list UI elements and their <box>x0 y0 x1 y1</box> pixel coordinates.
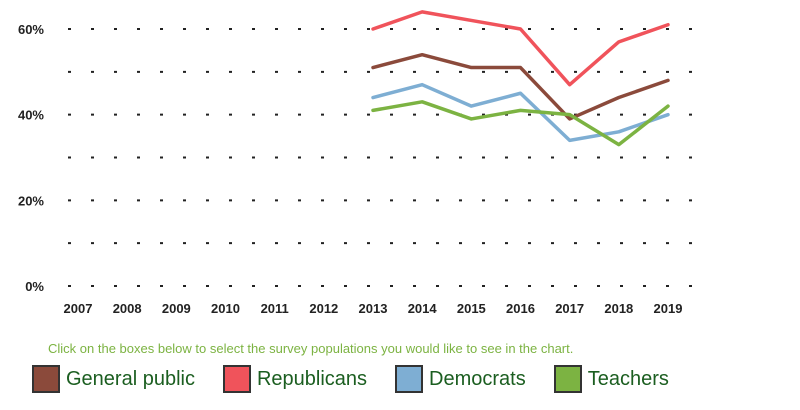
x-tick-label: 2010 <box>211 301 240 316</box>
series-line-republicans <box>371 10 670 87</box>
x-tick-label: 2014 <box>408 301 438 316</box>
legend-item-teachers[interactable]: Teachers <box>553 365 669 393</box>
x-tick-label: 2008 <box>113 301 142 316</box>
x-tick-label: 2015 <box>457 301 486 316</box>
legend-label-republicans: Republicans <box>256 367 368 390</box>
x-tick-label: 2019 <box>654 301 683 316</box>
x-tick-label: 2018 <box>604 301 633 316</box>
x-tick-label: 2017 <box>555 301 584 316</box>
instruction-text: Click on the boxes below to select the s… <box>48 341 574 356</box>
x-tick-label: 2007 <box>64 301 93 316</box>
legend-box-teachers[interactable] <box>553 365 582 393</box>
series-line-general-public <box>371 52 670 121</box>
series-line-democrats <box>371 82 670 143</box>
y-tick-label: 20% <box>18 193 44 208</box>
legend-label-general-public: General public <box>66 367 195 390</box>
x-tick-label: 2013 <box>359 301 388 316</box>
legend-box-general-public[interactable] <box>32 365 60 393</box>
series-line-teachers <box>371 100 670 147</box>
x-tick-label: 2009 <box>162 301 191 316</box>
x-tick-label: 2016 <box>506 301 535 316</box>
y-tick-label: 60% <box>18 22 44 37</box>
x-tick-label: 2011 <box>261 301 289 316</box>
x-tick-label: 2012 <box>309 301 338 316</box>
y-tick-label: 0% <box>25 279 44 294</box>
legend-box-republicans[interactable] <box>222 365 251 393</box>
legend-item-general-public[interactable]: General public <box>32 365 195 393</box>
legend-item-republicans[interactable]: Republicans <box>222 365 368 393</box>
y-tick-label: 40% <box>18 108 44 123</box>
line-chart: 0% 20% 40% 60% 2007 2008 2009 2010 2011 2012 2013 2… <box>18 10 700 316</box>
legend-label-democrats: Democrats <box>429 367 526 390</box>
legend-label-teachers: Teachers <box>587 367 669 390</box>
legend-item-democrats[interactable]: Democrats <box>395 365 526 393</box>
legend: General public Republicans Democrats Tea… <box>32 365 697 393</box>
legend-box-democrats[interactable] <box>395 365 424 393</box>
